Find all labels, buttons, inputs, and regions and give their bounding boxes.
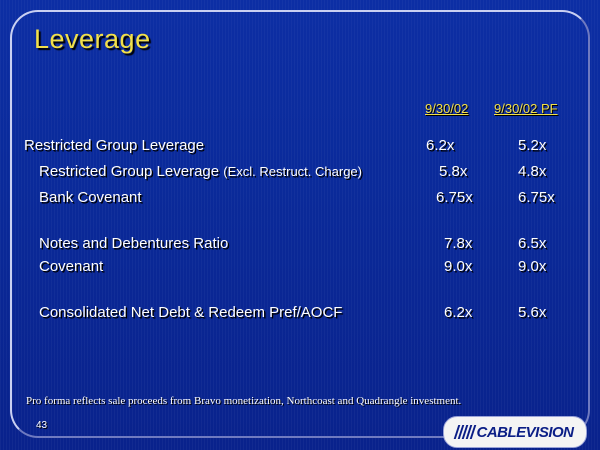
- row-value-actual: 6.75x: [436, 189, 473, 206]
- row-value-pro-forma: 5.2x: [518, 137, 547, 154]
- row-label-suffix: (Excl. Restruct. Charge): [223, 164, 362, 179]
- row-label-restricted-group-leverage-excl: Restricted Group Leverage (Excl. Restruc…: [39, 163, 362, 180]
- logo-stripes-icon: [454, 425, 477, 439]
- slide-title: Leverage: [34, 24, 151, 54]
- column-header-pro-forma: 9/30/02 PF: [494, 101, 558, 116]
- logo-text: CABLEVISION: [476, 423, 574, 441]
- row-value-actual: 5.8x: [439, 163, 468, 180]
- row-value-actual: 9.0x: [444, 258, 473, 275]
- row-value-pro-forma: 5.6x: [518, 304, 547, 321]
- row-value-pro-forma: 4.8x: [518, 163, 547, 180]
- row-value-pro-forma: 9.0x: [518, 258, 547, 275]
- row-label-bank-covenant: Bank Covenant: [39, 189, 142, 206]
- row-value-actual: 6.2x: [426, 137, 455, 154]
- row-value-pro-forma: 6.5x: [518, 235, 547, 252]
- row-label-consolidated-net-debt: Consolidated Net Debt & Redeem Pref/AOCF: [39, 304, 343, 321]
- row-label-restricted-group-leverage: Restricted Group Leverage: [24, 137, 205, 154]
- row-value-actual: 7.8x: [444, 235, 473, 252]
- row-label-notes-debentures-ratio: Notes and Debentures Ratio: [39, 235, 229, 252]
- column-header-actual: 9/30/02: [425, 101, 469, 116]
- row-value-actual: 6.2x: [444, 304, 473, 321]
- row-label-main: Restricted Group Leverage: [39, 163, 220, 180]
- page-number: 43: [36, 420, 48, 431]
- slide-frame: [10, 10, 590, 438]
- cablevision-logo: CABLEVISION: [443, 416, 587, 448]
- row-label-covenant: Covenant: [39, 258, 104, 275]
- footnote: Pro forma reflects sale proceeds from Br…: [26, 395, 462, 407]
- row-value-pro-forma: 6.75x: [518, 189, 555, 206]
